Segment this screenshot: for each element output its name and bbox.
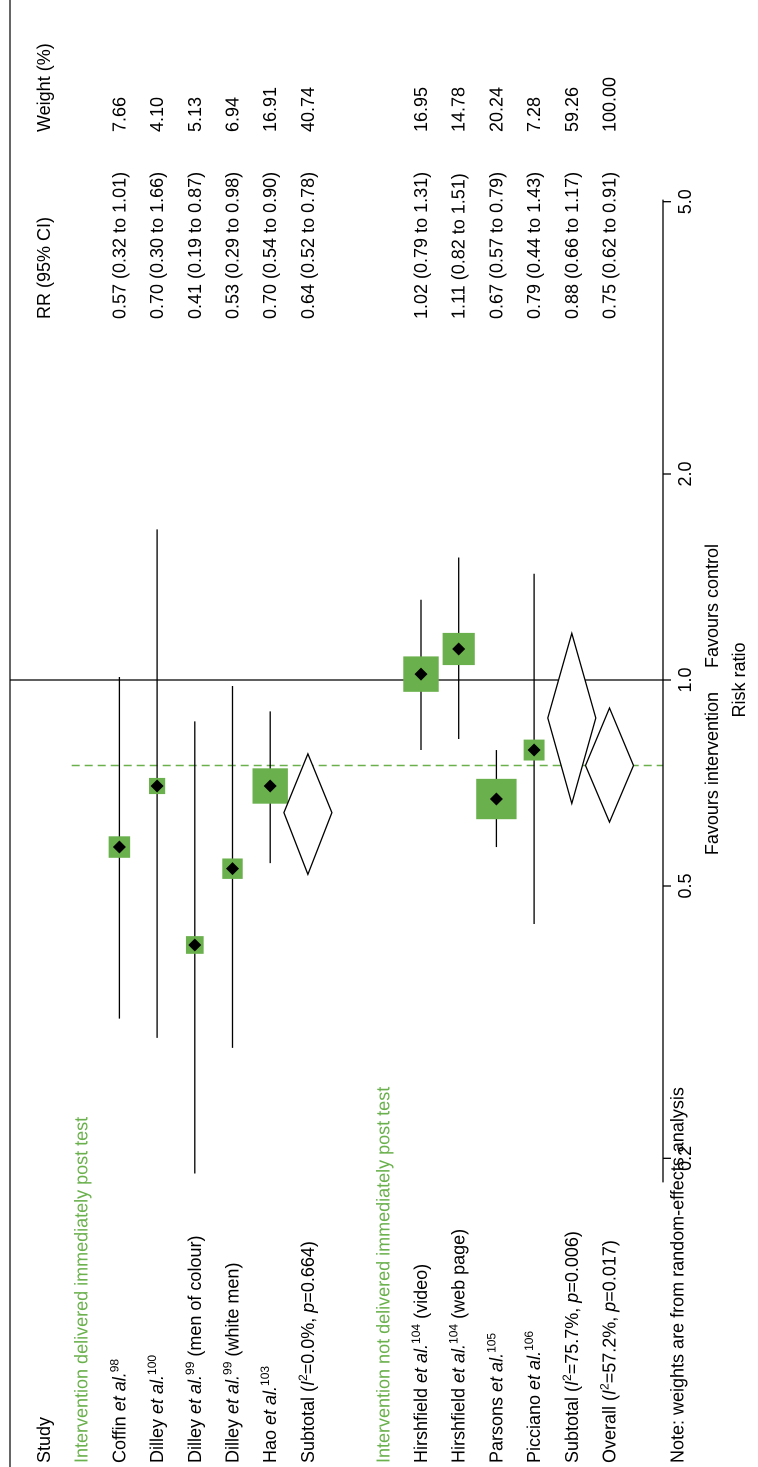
weight-text: 5.13 xyxy=(185,97,205,132)
ci-text: 1.02 (0.79 to 1.31) xyxy=(411,172,431,319)
study-label: Coffin et al.98 xyxy=(107,1359,129,1463)
overall-diamond xyxy=(584,706,635,824)
study-label: Parsons et al.105 xyxy=(484,1333,506,1463)
ci-text: 0.79 (0.44 to 1.43) xyxy=(524,172,544,319)
weight-text: 4.10 xyxy=(147,97,167,132)
point-estimate xyxy=(414,667,428,681)
ci-text: 0.53 (0.29 to 0.98) xyxy=(223,172,243,319)
x-axis-label: Risk ratio xyxy=(729,642,749,717)
point-estimate xyxy=(452,642,466,656)
favours-intervention: Favours intervention xyxy=(702,692,722,855)
ci-text: 0.67 (0.57 to 0.79) xyxy=(486,172,506,319)
weight-text: 16.95 xyxy=(411,87,431,132)
pooled-label: Subtotal (I2=0.0%, p=0.664) xyxy=(296,1241,318,1463)
ci-text: 0.70 (0.30 to 1.66) xyxy=(147,172,167,319)
weight-text: 7.28 xyxy=(524,97,544,132)
pooled-label: Overall (I2=57.2%, p=0.017) xyxy=(598,1240,620,1463)
ci-text: 0.88 (0.66 to 1.17) xyxy=(562,172,582,319)
study-label: Dilley et al.99 (men of colour) xyxy=(183,1236,205,1463)
weight-text: 100.00 xyxy=(600,77,620,132)
note: Note: weights are from random-effects an… xyxy=(667,1087,687,1463)
point-estimate xyxy=(150,779,164,793)
ci-text: 0.70 (0.54 to 0.90) xyxy=(260,172,280,319)
header-weight: Weight (%) xyxy=(34,43,54,132)
x-tick-label: 5.0 xyxy=(675,189,695,214)
x-tick-label: 0.5 xyxy=(675,873,695,898)
favours-control: Favours control xyxy=(702,544,722,668)
x-tick-label: 0.2 xyxy=(675,1146,695,1171)
weight-text: 7.66 xyxy=(109,97,129,132)
point-estimate xyxy=(188,938,202,952)
study-label: Dilley et al.100 xyxy=(145,1355,167,1463)
group-title: Intervention not delivered immediately p… xyxy=(373,1087,393,1463)
ci-text: 0.41 (0.19 to 0.87) xyxy=(185,172,205,319)
weight-text: 20.24 xyxy=(486,87,506,132)
pooled-label: Subtotal (I2=75.7%, p=0.006) xyxy=(560,1231,582,1463)
weight-text: 6.94 xyxy=(223,97,243,132)
ci-text: 0.75 (0.62 to 0.91) xyxy=(600,172,620,319)
study-label: Hirshfield et al.104 (video) xyxy=(409,1264,431,1463)
weight-text: 40.74 xyxy=(298,87,318,132)
header-rr: RR (95% CI) xyxy=(34,217,54,319)
point-estimate xyxy=(489,792,503,806)
header-study: Study xyxy=(34,1417,54,1463)
weight-text: 14.78 xyxy=(449,87,469,132)
subtotal-diamond xyxy=(547,630,597,806)
weight-text: 59.26 xyxy=(562,87,582,132)
subtotal-diamond xyxy=(283,752,333,877)
point-estimate xyxy=(527,743,541,757)
study-label: Dilley et al.99 (white men) xyxy=(221,1263,243,1463)
study-label: Picciano et al.106 xyxy=(522,1331,544,1463)
point-estimate xyxy=(226,862,239,876)
weight-text: 16.91 xyxy=(260,87,280,132)
ci-text: 0.57 (0.32 to 1.01) xyxy=(109,172,129,319)
study-label: Hao et al.103 xyxy=(258,1366,280,1463)
point-estimate xyxy=(263,779,277,793)
ci-text: 1.11 (0.82 to 1.51) xyxy=(449,173,469,319)
ci-text: 0.64 (0.52 to 0.78) xyxy=(298,172,318,319)
group-title: Intervention delivered immediately post … xyxy=(72,1117,92,1463)
x-tick-label: 1.0 xyxy=(675,667,695,692)
point-estimate xyxy=(112,840,126,854)
study-label: Hirshfield et al.104 (web page) xyxy=(447,1229,469,1463)
x-tick-label: 2.0 xyxy=(675,461,695,486)
